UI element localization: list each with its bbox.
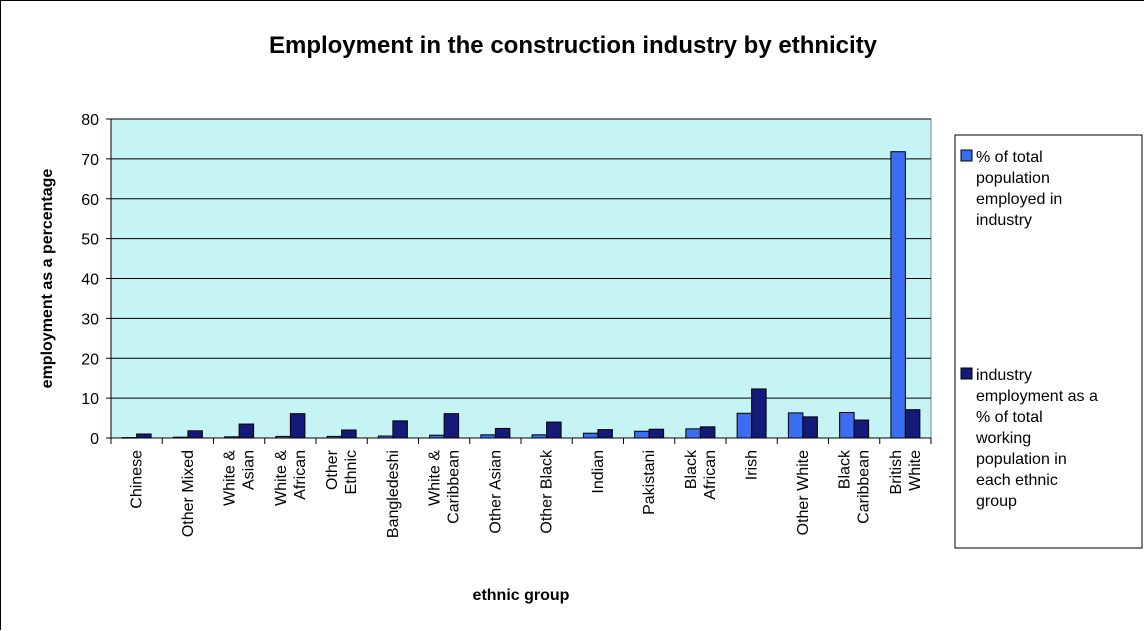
bar-series-1 — [890, 151, 906, 439]
x-tick-label: Other — [324, 449, 341, 490]
bar-series-2 — [648, 428, 665, 439]
legend-box — [954, 134, 1143, 549]
bar-series-1 — [736, 412, 753, 439]
x-tick-label: Ethnic — [343, 450, 360, 494]
legend-label: industry — [976, 367, 1032, 384]
x-tick-label: White — [907, 450, 924, 491]
chart-title: Employment in the construction industry … — [269, 32, 878, 59]
bar-series-1 — [582, 432, 599, 439]
bar-series-2 — [341, 429, 357, 439]
y-tick-label: 40 — [81, 272, 99, 289]
bar-series-2 — [597, 429, 613, 439]
y-tick-label: 20 — [81, 351, 99, 368]
bar-series-2 — [802, 416, 818, 439]
legend-label: employed in — [976, 191, 1062, 208]
legend-swatch — [960, 367, 973, 380]
bar-series-2 — [443, 413, 460, 439]
legend-label: employment as a — [976, 388, 1098, 405]
bar-series-2 — [238, 423, 255, 439]
y-tick-label: 80 — [81, 112, 99, 129]
bar-series-1 — [839, 411, 855, 439]
bar-series-2 — [187, 430, 203, 439]
x-axis-title: ethnic group — [473, 587, 570, 604]
legend-label: % of total — [976, 149, 1043, 166]
y-tick-label: 0 — [90, 431, 99, 448]
x-tick-label: Other Black — [539, 449, 556, 534]
gridlines — [111, 118, 931, 399]
x-tick-label: Irish — [744, 450, 761, 480]
y-tick-label: 60 — [81, 192, 99, 209]
x-tick-labels: Chinese Other Mixed White & Asian White & Afr… — [129, 449, 924, 538]
x-tick-label: Indian — [590, 450, 607, 494]
bar-series-2 — [853, 419, 870, 439]
x-tick-label: Caribbean — [446, 450, 463, 524]
bar-series-2 — [751, 388, 767, 439]
x-tick-label: Black — [683, 449, 700, 489]
y-tick-label: 30 — [81, 311, 99, 328]
legend-label: % of total — [976, 409, 1043, 426]
y-tick-labels: 0 10 20 30 40 50 60 70 80 — [81, 112, 99, 448]
x-tick-label: White & — [222, 450, 239, 506]
bar-series-2 — [289, 413, 306, 439]
x-tick-label: Asian — [241, 450, 258, 490]
x-tick-label: Other White — [795, 450, 812, 535]
bar-series-2 — [699, 426, 716, 439]
bar-series-2 — [494, 427, 511, 439]
legend-label: population — [976, 170, 1050, 187]
x-tick-label: Bangledeshi — [385, 450, 402, 538]
bar-series-1 — [634, 430, 650, 439]
x-tick-label: Other Mixed — [180, 450, 197, 537]
axes — [106, 118, 932, 444]
legend: % of total population employed in industry i… — [954, 134, 1143, 549]
legend-label: each ethnic — [976, 472, 1058, 489]
bar-series-1 — [787, 412, 804, 439]
x-tick-label: African — [702, 450, 719, 500]
x-tick-label: Caribbean — [856, 450, 873, 524]
bar-series-2 — [392, 420, 408, 439]
x-tick-label: White & — [273, 450, 290, 506]
x-tick-label: Other Asian — [487, 450, 504, 534]
y-axis-title: employment as a percentage — [39, 169, 56, 389]
x-tick-label: Chinese — [129, 450, 146, 509]
x-tick-label: Black — [837, 449, 854, 489]
legend-swatch — [960, 149, 973, 162]
bar-series-1 — [685, 428, 701, 439]
x-tick-label: African — [292, 450, 309, 500]
bar-series-2 — [904, 409, 921, 439]
legend-label: working — [975, 430, 1031, 447]
bar-series-2 — [546, 421, 562, 439]
x-tick-label: British — [888, 450, 905, 494]
y-tick-label: 50 — [81, 232, 99, 249]
legend-label: group — [976, 493, 1017, 510]
y-tick-label: 70 — [81, 152, 99, 169]
y-tick-label: 10 — [81, 391, 99, 408]
legend-label: population in — [976, 451, 1067, 468]
x-tick-label: Pakistani — [641, 450, 658, 515]
bar-series-2 — [136, 433, 152, 439]
x-tick-label: White & — [427, 450, 444, 506]
legend-label: industry — [976, 212, 1032, 229]
